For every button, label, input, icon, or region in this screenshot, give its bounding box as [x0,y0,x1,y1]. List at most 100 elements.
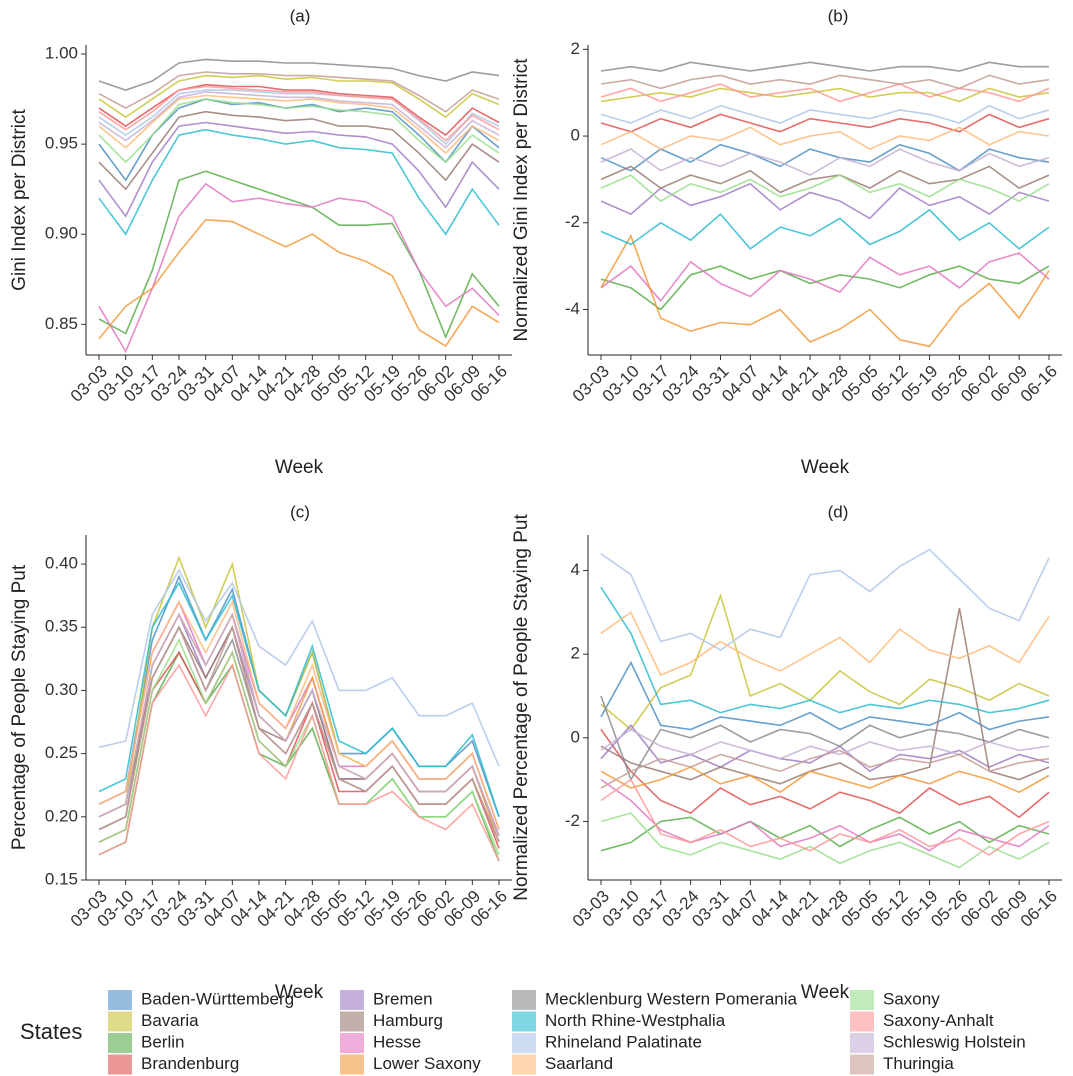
y-tick-label: 2 [571,644,580,663]
legend-swatch [108,1054,132,1075]
series-line [600,126,1050,150]
series-line [98,612,500,837]
series-line [600,729,1050,819]
series-line [600,749,1050,789]
series-line [600,728,1050,760]
legend-swatch [108,990,132,1010]
panel-title: (a) [290,6,311,25]
series-line [98,128,500,236]
series-group [600,61,1050,348]
series-line [600,104,1050,124]
series-line [98,121,500,218]
series-line [98,612,500,837]
y-tick-label: 0.90 [45,224,78,243]
series-line [600,778,1050,856]
series-line [98,74,500,119]
legend-swatch [850,1054,874,1075]
legend-label: Bavaria [141,1011,199,1030]
legend-swatch [340,1054,364,1075]
panel-title: (b) [828,6,849,25]
legend-swatch [850,990,874,1010]
x-axis-label: Week [275,982,324,1003]
y-axis-label: Normalized Gini Index per District [511,58,532,342]
y-tick-label: 0.85 [45,314,78,333]
legend-swatch [108,1011,132,1032]
legend-swatch [340,990,364,1010]
legend-swatch [108,1033,132,1053]
series-line [600,778,1050,852]
legend-title: States [20,1019,82,1044]
panel-title: (c) [290,502,310,521]
legend-swatch [512,1033,536,1053]
series-line [600,812,1050,869]
legend-swatch [340,1033,364,1053]
series-line [98,182,500,354]
legend-label: Thuringia [883,1054,954,1073]
y-tick-label: -2 [565,212,580,231]
legend-label: Saarland [545,1054,613,1073]
legend-label: Saxony-Anhalt [883,1011,994,1030]
series-line [98,110,500,191]
legend-label: Mecklenburg Western Pomerania [545,989,798,1008]
legend-label: Brandenburg [141,1054,239,1073]
legend-label: Berlin [141,1032,184,1051]
y-tick-label: 2 [571,39,580,58]
legend-label: Rhineland Palatinate [545,1032,702,1051]
series-line [600,61,1049,72]
series-line [600,611,1050,677]
series-line [98,85,500,142]
y-tick-label: 4 [571,560,580,579]
legend-swatch [340,1011,364,1032]
series-line [98,218,500,348]
series-line [600,74,1050,90]
legend-swatch [512,1011,536,1032]
series-line [98,83,500,137]
legend-label: Saxony [883,989,940,1008]
series-group [98,555,500,862]
legend-swatch [850,1033,874,1053]
y-tick-label: 0.95 [45,134,78,153]
series-line [600,83,1050,103]
series-line [98,170,500,340]
y-tick-label: 1.00 [45,43,78,62]
series-line [600,548,1050,651]
series-line [98,568,500,767]
series-line [600,265,1050,311]
series-line [600,182,1050,220]
series-line [600,174,1050,203]
series-line [98,94,500,155]
legend-swatch [512,1054,536,1075]
legend-swatch [850,1011,874,1032]
series-line [98,58,500,91]
series-line [600,148,1050,176]
series-line [600,766,1050,794]
y-tick-label: 0 [571,126,580,145]
series-line [98,581,500,818]
x-axis-label: Week [801,457,850,478]
series-line [600,816,1050,852]
series-line [600,113,1050,133]
y-tick-label: 0.35 [45,617,78,636]
legend-label: Baden-Württemberg [141,989,294,1008]
series-line [98,71,500,113]
series-line [600,165,1050,194]
y-tick-label: 0.15 [45,869,78,888]
series-line [600,586,1050,714]
y-tick-label: 0 [571,727,580,746]
legend-label: Hamburg [373,1011,443,1030]
legend-label: Hesse [373,1032,421,1051]
series-line [98,89,500,146]
y-axis-label: Percentage of People Staying Put [9,564,30,850]
y-tick-label: 0.25 [45,743,78,762]
series-line [600,252,1050,303]
series-line [98,638,500,856]
y-tick-label: -2 [565,811,580,830]
legend-label: Bremen [373,989,433,1008]
series-line [98,98,500,182]
legend-label: North Rhine-Westphalia [545,1011,726,1030]
y-tick-label: 0.20 [45,806,78,825]
legend-label: Lower Saxony [373,1054,481,1073]
y-tick-label: 0.30 [45,680,78,699]
y-axis-label: Gini Index per District [9,108,30,290]
